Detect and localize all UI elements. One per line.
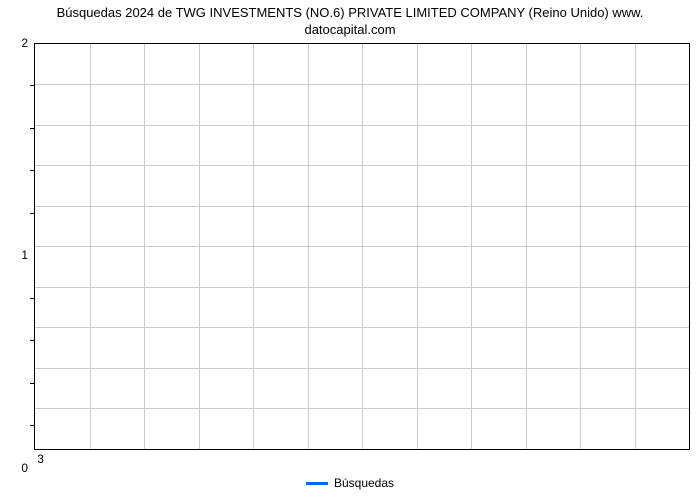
plot-wrapper: 3: [34, 43, 690, 468]
chart-legend: Búsquedas: [10, 476, 690, 490]
gridline-vertical: [526, 44, 527, 449]
gridline-vertical: [308, 44, 309, 449]
chart-body: 012 3: [10, 43, 690, 468]
chart-title: Búsquedas 2024 de TWG INVESTMENTS (NO.6)…: [10, 5, 690, 39]
gridline-vertical: [253, 44, 254, 449]
legend-swatch-busquedas: [306, 482, 328, 485]
gridline-vertical: [90, 44, 91, 449]
y-tick-label: 1: [21, 248, 28, 262]
gridline-vertical: [635, 44, 636, 449]
y-tick-label: 2: [21, 36, 28, 50]
chart-title-line2: datocapital.com: [304, 22, 395, 37]
chart-title-line1: Búsquedas 2024 de TWG INVESTMENTS (NO.6)…: [57, 5, 644, 20]
x-axis: 3: [34, 450, 690, 468]
gridline-vertical: [417, 44, 418, 449]
gridline-vertical: [199, 44, 200, 449]
gridline-vertical: [144, 44, 145, 449]
plot-area: [34, 43, 690, 450]
gridline-vertical: [580, 44, 581, 449]
legend-label-busquedas: Búsquedas: [334, 476, 394, 490]
y-axis: 012: [10, 43, 34, 468]
gridline-vertical: [362, 44, 363, 449]
y-tick-label: 0: [21, 461, 28, 475]
chart-container: Búsquedas 2024 de TWG INVESTMENTS (NO.6)…: [0, 0, 700, 500]
x-tick-label: 3: [37, 452, 44, 466]
gridline-vertical: [471, 44, 472, 449]
